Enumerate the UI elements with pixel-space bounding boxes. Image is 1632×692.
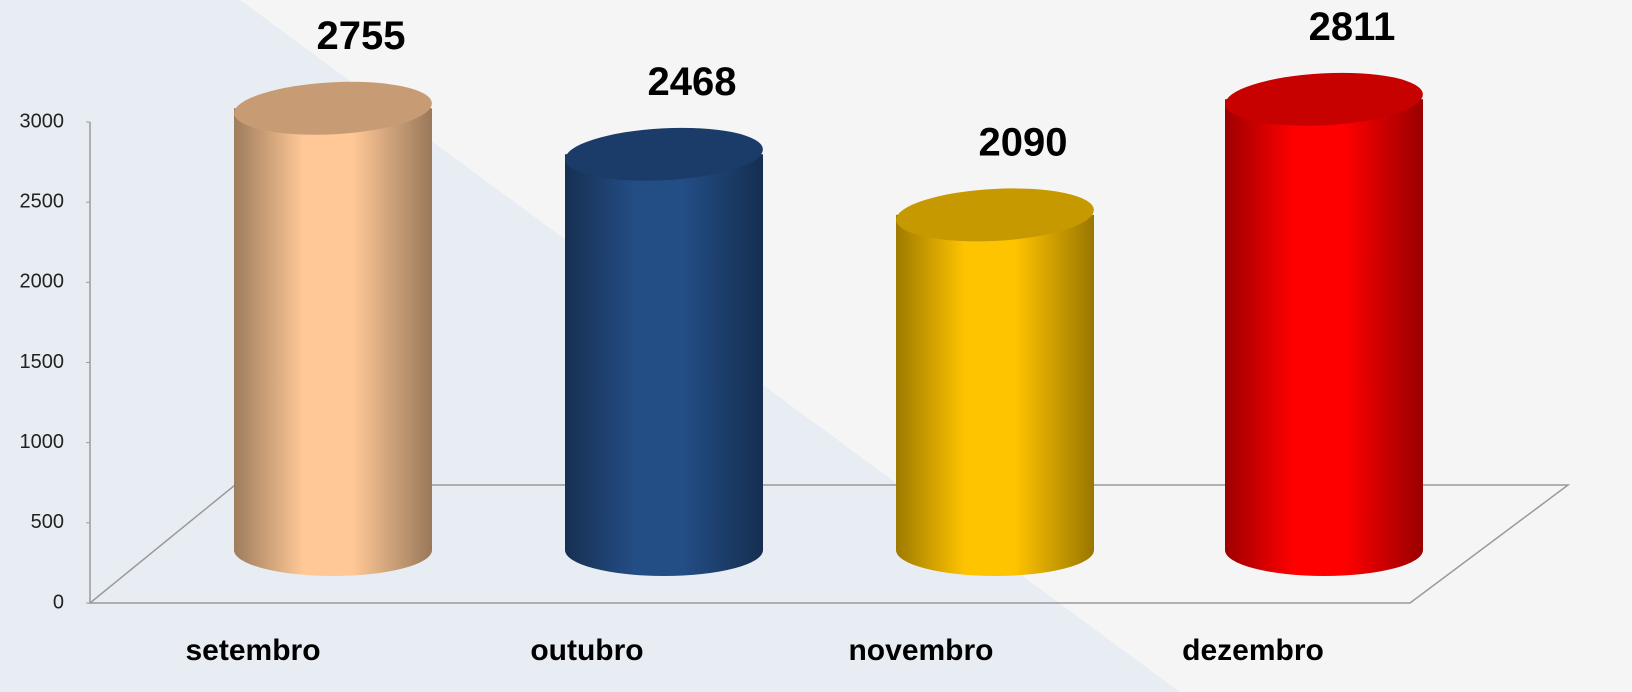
bar — [1225, 99, 1423, 576]
y-tick-label: 2500 — [20, 190, 65, 212]
y-tick-label: 2000 — [20, 271, 65, 293]
floor — [87, 484, 1571, 604]
y-tick-label: 0 — [53, 591, 64, 613]
bar — [234, 108, 432, 576]
bar-top — [234, 81, 432, 135]
value-label: 2468 — [648, 60, 737, 104]
x-tick-label: novembro — [848, 634, 993, 667]
y-tick-label: 3000 — [20, 110, 65, 132]
value-label: 2755 — [317, 14, 406, 58]
value-label: 2811 — [1309, 5, 1396, 49]
x-tick-label: dezembro — [1182, 634, 1324, 667]
value-label: 2090 — [979, 120, 1068, 164]
y-tick-label: 500 — [31, 511, 64, 533]
y-tick-label: 1000 — [20, 431, 65, 453]
bar-top — [565, 127, 763, 181]
bar — [896, 214, 1094, 577]
bar — [565, 154, 763, 576]
x-tick-label: setembro — [185, 634, 320, 667]
y-tick-label: 1500 — [20, 351, 65, 373]
x-tick-label: outubro — [530, 634, 643, 667]
bar-top — [896, 188, 1094, 242]
bar-top — [1225, 72, 1423, 126]
